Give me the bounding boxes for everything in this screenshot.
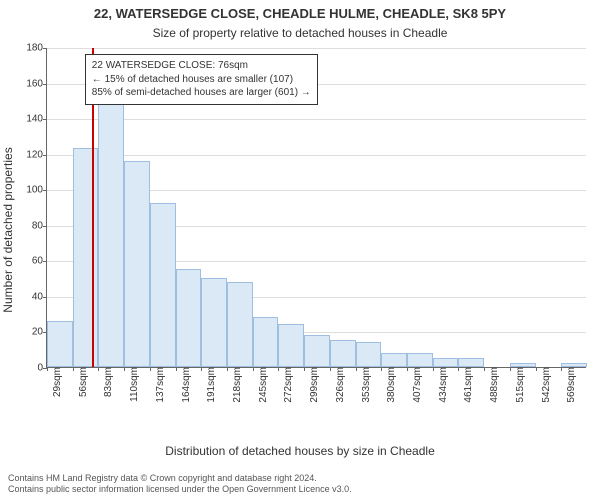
histogram-bar bbox=[458, 358, 484, 367]
annotation-line-1: 22 WATERSEDGE CLOSE: 76sqm bbox=[92, 59, 311, 73]
annotation-line-3: 85% of semi-detached houses are larger (… bbox=[92, 86, 311, 100]
footer-line-2: Contains public sector information licen… bbox=[8, 484, 352, 496]
annotation-line-2: ← 15% of detached houses are smaller (10… bbox=[92, 73, 311, 87]
histogram-bar bbox=[47, 321, 73, 367]
x-axis-label: Distribution of detached houses by size … bbox=[0, 444, 600, 458]
x-tick bbox=[484, 367, 485, 371]
y-tick-label: 160 bbox=[26, 78, 47, 89]
x-tick bbox=[278, 367, 279, 371]
x-tick-label: 461sqm bbox=[461, 367, 474, 403]
x-tick-label: 137sqm bbox=[153, 367, 166, 403]
x-tick bbox=[201, 367, 202, 371]
x-tick-label: 218sqm bbox=[230, 367, 243, 403]
x-tick-label: 56sqm bbox=[76, 367, 89, 397]
histogram-bar bbox=[201, 278, 227, 367]
x-tick-label: 326sqm bbox=[333, 367, 346, 403]
histogram-bar bbox=[98, 83, 124, 367]
x-tick bbox=[227, 367, 228, 371]
y-tick-label: 100 bbox=[26, 185, 47, 196]
x-tick-label: 380sqm bbox=[384, 367, 397, 403]
x-tick-label: 29sqm bbox=[50, 367, 63, 397]
annotation-box: 22 WATERSEDGE CLOSE: 76sqm ← 15% of deta… bbox=[85, 54, 318, 105]
histogram-bar bbox=[381, 353, 407, 367]
x-tick bbox=[176, 367, 177, 371]
histogram-bar bbox=[150, 203, 176, 367]
histogram-bar bbox=[73, 148, 99, 367]
x-tick-label: 110sqm bbox=[127, 367, 140, 402]
x-tick bbox=[561, 367, 562, 371]
x-tick bbox=[47, 367, 48, 371]
x-tick bbox=[433, 367, 434, 371]
x-tick-label: 83sqm bbox=[101, 367, 114, 397]
x-tick-label: 488sqm bbox=[487, 367, 500, 403]
x-tick-label: 515sqm bbox=[513, 367, 526, 403]
x-tick-label: 299sqm bbox=[307, 367, 320, 403]
y-tick-label: 120 bbox=[26, 149, 47, 160]
y-tick-label: 40 bbox=[32, 291, 47, 302]
histogram-bar bbox=[407, 353, 433, 367]
histogram-bar bbox=[253, 317, 279, 367]
x-tick bbox=[253, 367, 254, 371]
x-tick bbox=[510, 367, 511, 371]
x-tick bbox=[304, 367, 305, 371]
x-tick bbox=[458, 367, 459, 371]
y-gridline bbox=[47, 155, 586, 156]
x-tick bbox=[536, 367, 537, 371]
y-tick-label: 60 bbox=[32, 256, 47, 267]
histogram-bar bbox=[278, 324, 304, 367]
x-tick bbox=[124, 367, 125, 371]
footer-text: Contains HM Land Registry data © Crown c… bbox=[8, 473, 352, 496]
histogram-bar bbox=[227, 282, 253, 367]
x-tick bbox=[381, 367, 382, 371]
histogram-bar bbox=[330, 340, 356, 367]
x-tick-label: 542sqm bbox=[539, 367, 552, 403]
histogram-bar bbox=[124, 161, 150, 367]
footer-line-1: Contains HM Land Registry data © Crown c… bbox=[8, 473, 352, 485]
page-subtitle: Size of property relative to detached ho… bbox=[0, 26, 600, 40]
x-tick-label: 164sqm bbox=[179, 367, 192, 403]
x-tick bbox=[330, 367, 331, 371]
y-gridline bbox=[47, 119, 586, 120]
y-tick-label: 140 bbox=[26, 114, 47, 125]
x-tick bbox=[150, 367, 151, 371]
histogram-bar bbox=[356, 342, 382, 367]
x-tick bbox=[98, 367, 99, 371]
y-gridline bbox=[47, 48, 586, 49]
y-tick-label: 0 bbox=[37, 363, 47, 374]
x-tick-label: 353sqm bbox=[359, 367, 372, 403]
y-tick-label: 180 bbox=[26, 43, 47, 54]
histogram-bar bbox=[433, 358, 459, 367]
x-tick bbox=[73, 367, 74, 371]
x-tick-label: 569sqm bbox=[564, 367, 577, 403]
x-tick-label: 245sqm bbox=[256, 367, 269, 403]
y-tick-label: 20 bbox=[32, 327, 47, 338]
x-tick-label: 407sqm bbox=[410, 367, 423, 403]
y-tick-label: 80 bbox=[32, 220, 47, 231]
x-tick-label: 191sqm bbox=[204, 367, 217, 403]
x-tick-label: 272sqm bbox=[281, 367, 294, 403]
histogram-bar bbox=[176, 269, 202, 367]
x-tick-label: 434sqm bbox=[436, 367, 449, 403]
histogram-plot: 02040608010012014016018029sqm56sqm83sqm1… bbox=[46, 48, 586, 368]
page-title: 22, WATERSEDGE CLOSE, CHEADLE HULME, CHE… bbox=[0, 6, 600, 21]
y-axis-label: Number of detached properties bbox=[1, 147, 15, 312]
x-tick bbox=[356, 367, 357, 371]
x-tick bbox=[407, 367, 408, 371]
histogram-bar bbox=[304, 335, 330, 367]
